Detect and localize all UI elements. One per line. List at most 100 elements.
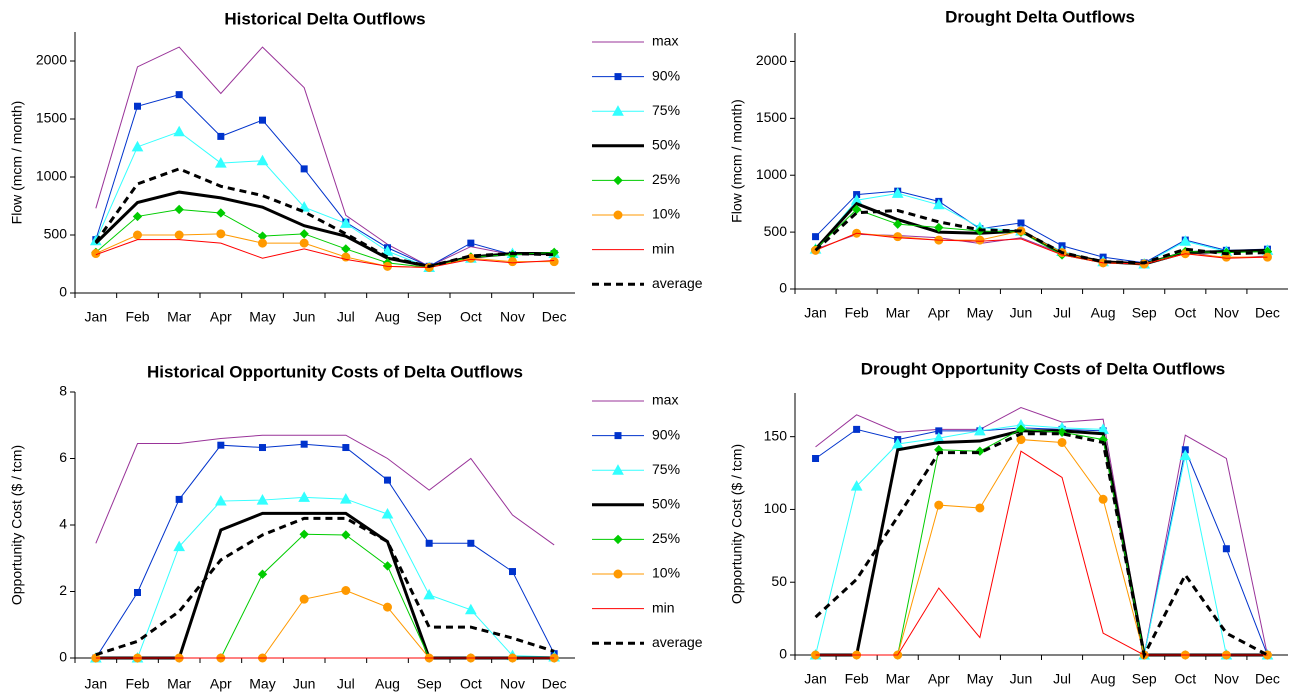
x-tick-label: Jan xyxy=(804,671,827,687)
marker xyxy=(851,204,862,215)
marker xyxy=(549,257,559,267)
x-tick-label: Aug xyxy=(1091,305,1116,321)
marker xyxy=(1057,437,1067,447)
marker xyxy=(614,432,622,440)
x-tick-label: Dec xyxy=(1255,671,1280,687)
legend-label: 10% xyxy=(652,565,680,581)
marker xyxy=(381,245,394,256)
y-tick-label: 8 xyxy=(59,383,67,399)
series-line xyxy=(815,424,1268,656)
marker xyxy=(174,230,184,240)
x-tick-label: Feb xyxy=(845,305,869,321)
y-tick-label: 500 xyxy=(764,223,788,239)
legend-label: 25% xyxy=(652,171,680,187)
marker xyxy=(214,495,227,506)
marker xyxy=(175,495,183,503)
series-line xyxy=(95,516,555,657)
marker xyxy=(613,175,623,186)
marker xyxy=(173,540,186,552)
marker xyxy=(1179,235,1192,246)
marker xyxy=(217,132,225,140)
x-tick-label: Jul xyxy=(337,309,355,325)
x-tick-label: Nov xyxy=(1214,305,1239,321)
series-line xyxy=(815,232,1268,265)
marker xyxy=(932,198,945,210)
x-tick-label: Sep xyxy=(1132,671,1157,687)
legend-label: max xyxy=(652,392,678,408)
y-tick-label: 6 xyxy=(59,449,67,465)
marker xyxy=(298,201,311,212)
legend-label: 10% xyxy=(652,206,680,222)
y-axis-label: Flow (mcm / month) xyxy=(729,99,745,223)
marker xyxy=(1016,435,1026,445)
marker xyxy=(299,529,309,540)
marker xyxy=(613,210,623,220)
series-line xyxy=(815,427,1268,656)
marker xyxy=(893,232,903,242)
marker xyxy=(384,476,391,484)
marker xyxy=(339,217,352,228)
x-tick-label: Apr xyxy=(210,309,232,325)
marker xyxy=(175,91,183,99)
x-tick-label: Aug xyxy=(1091,671,1116,687)
marker xyxy=(934,500,944,510)
marker xyxy=(381,507,394,519)
y-tick-label: 100 xyxy=(764,500,788,516)
legend-label: 25% xyxy=(652,530,680,546)
legend-label: 75% xyxy=(652,102,680,118)
x-tick-label: Apr xyxy=(210,676,232,692)
y-tick-label: 500 xyxy=(44,226,68,242)
x-tick-label: Oct xyxy=(1174,305,1196,321)
marker xyxy=(341,244,351,254)
x-tick-label: Oct xyxy=(460,676,482,692)
marker xyxy=(298,491,311,502)
series-line xyxy=(95,434,555,546)
marker xyxy=(975,503,985,513)
chart-title: Drought Delta Outflows xyxy=(945,7,1135,26)
legend-label: max xyxy=(652,33,678,49)
y-tick-label: 0 xyxy=(779,280,787,296)
y-tick-label: 50 xyxy=(771,573,787,589)
marker xyxy=(259,444,266,452)
marker xyxy=(850,480,863,491)
series-line xyxy=(815,428,1268,656)
y-tick-label: 150 xyxy=(764,427,788,443)
marker xyxy=(341,530,351,540)
legend-label: 75% xyxy=(652,461,680,477)
x-tick-label: Jul xyxy=(1053,305,1071,321)
x-tick-label: Jun xyxy=(1010,671,1033,687)
x-tick-label: Jan xyxy=(85,676,108,692)
marker xyxy=(300,165,308,173)
x-tick-label: Jul xyxy=(1053,671,1071,687)
x-tick-label: Aug xyxy=(375,309,400,325)
y-tick-label: 1000 xyxy=(756,166,787,182)
y-axis-label: Opportunity Cost ($ / tcm) xyxy=(729,444,745,604)
marker xyxy=(974,424,986,436)
series-line xyxy=(95,589,555,659)
marker xyxy=(342,444,350,452)
y-tick-label: 0 xyxy=(59,649,67,665)
marker xyxy=(467,539,475,547)
x-tick-label: Aug xyxy=(375,676,400,692)
x-tick-label: Jan xyxy=(804,305,827,321)
x-tick-label: Nov xyxy=(1214,671,1239,687)
marker xyxy=(257,569,268,579)
legend-label: 90% xyxy=(652,67,680,83)
marker xyxy=(975,235,985,245)
legend-label: 50% xyxy=(652,137,680,153)
y-tick-label: 4 xyxy=(59,516,67,532)
marker xyxy=(934,222,944,233)
series-line xyxy=(95,239,555,268)
marker xyxy=(214,157,227,168)
series-line xyxy=(815,407,1268,656)
x-tick-label: Feb xyxy=(125,676,149,692)
marker xyxy=(614,73,622,81)
x-tick-label: Jul xyxy=(337,676,355,692)
x-tick-label: Mar xyxy=(167,676,191,692)
marker xyxy=(299,594,309,604)
x-tick-label: Jun xyxy=(1010,305,1033,321)
marker xyxy=(891,437,904,449)
marker xyxy=(382,561,393,571)
y-tick-label: 2000 xyxy=(36,52,67,68)
x-tick-label: Sep xyxy=(417,676,442,692)
